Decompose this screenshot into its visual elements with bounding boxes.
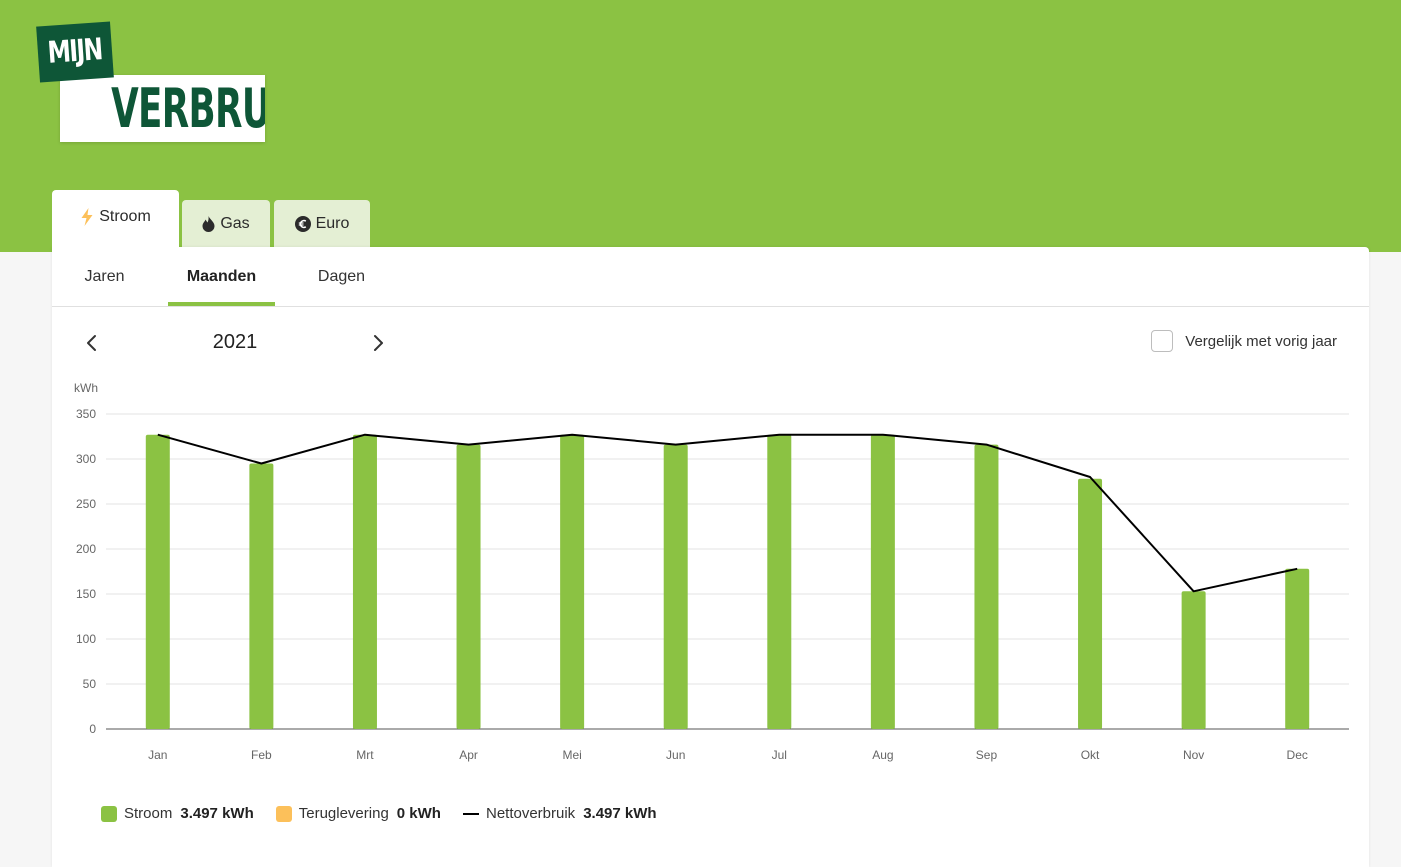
tab-euro-label: Euro	[315, 214, 350, 232]
bar-mei	[560, 434, 585, 729]
usage-chart: kWh 0 50 100 150 200 250 300 350 Jan Feb Mrt Apr Mei J…	[74, 381, 1349, 762]
x-tick-label-dec: Dec	[1287, 748, 1308, 762]
x-tick-label-jul: Jul	[772, 748, 787, 762]
bar-jan	[145, 434, 170, 729]
bar-feb	[249, 463, 274, 729]
legend-item-teruglevering[interactable]: Teruglevering 0 kWh	[275, 805, 441, 822]
net-usage-line	[157, 433, 1298, 593]
compare-label: Vergelijk met vorig jaar	[1185, 332, 1337, 350]
bar-nov	[1181, 591, 1206, 729]
y-tick-label-250: 250	[76, 497, 96, 511]
legend-value-nettoverbruik: 3.497 kWh	[583, 805, 657, 822]
x-tick-label-aug: Aug	[872, 748, 893, 762]
bar-dec	[1285, 568, 1310, 729]
bar-sep	[974, 444, 999, 729]
bar-jul	[767, 434, 792, 729]
y-tick-label-300: 300	[76, 452, 96, 466]
compare-checkbox[interactable]	[1151, 330, 1174, 352]
flame-icon	[202, 215, 215, 232]
chevron-left-icon[interactable]	[80, 331, 104, 355]
y-tick-label-50: 50	[83, 677, 97, 691]
tab-stroom-label: Stroom	[99, 208, 151, 225]
x-tick-label-mrt: Mrt	[356, 748, 374, 762]
year-label: 2021	[212, 331, 258, 353]
period-tabs: Jaren Maanden Dagen	[52, 247, 1369, 307]
x-tick-label-jan: Jan	[148, 748, 167, 762]
bar-okt	[1078, 478, 1103, 729]
x-tick-label-nov: Nov	[1183, 748, 1204, 762]
tab-euro[interactable]: Euro	[274, 200, 370, 247]
x-tick-label-okt: Okt	[1081, 748, 1100, 762]
usage-card: Jaren Maanden Dagen 2021 Vergelijk met v…	[52, 247, 1369, 867]
legend-label-teruglevering: Teruglevering	[298, 805, 389, 822]
x-tick-label-apr: Apr	[459, 748, 478, 762]
tab-jaren[interactable]: Jaren	[84, 268, 125, 285]
logo-verbruik: VERBRUIK	[60, 75, 265, 142]
legend-item-nettoverbruik[interactable]: Nettoverbruik 3.497 kWh	[462, 805, 657, 822]
bar-aug	[870, 434, 895, 729]
legend-value-teruglevering: 0 kWh	[396, 805, 441, 822]
y-tick-label-200: 200	[76, 542, 96, 556]
x-tick-label-mei: Mei	[562, 748, 581, 762]
legend-swatch-teruglevering	[275, 805, 292, 822]
compare-previous-year[interactable]: Vergelijk met vorig jaar	[1151, 330, 1337, 352]
chart-legend: Stroom 3.497 kWh Teruglevering 0 kWh Net…	[101, 805, 679, 822]
legend-value-stroom: 3.497 kWh	[180, 805, 254, 822]
bar-mrt	[352, 434, 377, 729]
legend-item-stroom[interactable]: Stroom 3.497 kWh	[101, 805, 254, 822]
y-tick-label-0: 0	[89, 722, 96, 736]
x-tick-label-feb: Feb	[251, 748, 272, 762]
euro-icon	[294, 215, 311, 232]
y-tick-label-100: 100	[76, 632, 96, 646]
x-tick-label-sep: Sep	[976, 748, 998, 762]
logo-mijn: MIJN	[36, 21, 114, 83]
bar-jun	[663, 444, 688, 729]
y-tick-label-150: 150	[76, 587, 96, 601]
legend-swatch-stroom	[101, 805, 117, 822]
bar-apr	[456, 444, 481, 729]
tab-dagen[interactable]: Dagen	[317, 268, 366, 285]
tab-stroom[interactable]: Stroom	[52, 190, 179, 252]
y-axis-unit-label: kWh	[74, 381, 98, 395]
legend-label-nettoverbruik: Nettoverbruik	[485, 805, 576, 822]
tab-maanden[interactable]: Maanden	[168, 247, 275, 306]
tab-gas[interactable]: Gas	[182, 200, 270, 247]
legend-line-nettoverbruik	[462, 812, 479, 815]
chevron-right-icon[interactable]	[366, 331, 390, 355]
tab-gas-label: Gas	[220, 214, 250, 232]
bolt-icon	[80, 208, 94, 226]
x-tick-label-jun: Jun	[666, 748, 685, 762]
y-tick-label-350: 350	[76, 407, 96, 421]
legend-label-stroom: Stroom	[124, 805, 173, 822]
